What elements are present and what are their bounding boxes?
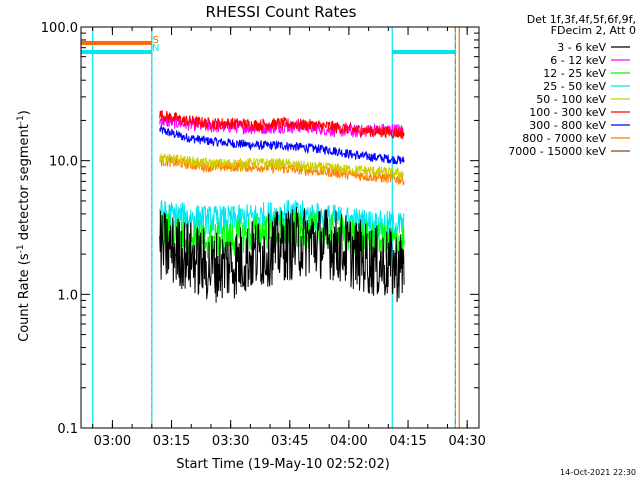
- x-axis-label: Start Time (19-May-10 02:52:02): [176, 457, 390, 472]
- state-bar: [81, 50, 152, 55]
- legend-header: FDecim 2, Att 0: [551, 24, 636, 37]
- series-line: [159, 206, 405, 303]
- state-bar: [81, 40, 152, 45]
- state-bar: [392, 50, 456, 55]
- y-axis-label-exp-1: -1: [16, 244, 26, 253]
- legend-entry-label: 6 - 12 keV: [550, 54, 606, 67]
- y-tick-label: 10.0: [49, 155, 78, 170]
- legend-entry-label: 25 - 50 keV: [543, 80, 606, 93]
- legend-entry-label: 100 - 300 keV: [529, 106, 606, 119]
- series-line: [159, 153, 405, 179]
- y-axis-label-end: ): [17, 110, 32, 115]
- x-tick-label: 04:15: [389, 434, 426, 449]
- x-tick-label: 03:30: [212, 434, 249, 449]
- legend-entry-label: 12 - 25 keV: [543, 67, 606, 80]
- plot-frame: [80, 26, 480, 429]
- x-tick-label: 03:45: [271, 434, 308, 449]
- legend: Det 1f,3f,4f,5f,6f,9f,FDecim 2, Att 0 3 -…: [508, 13, 636, 158]
- series-line: [159, 125, 405, 165]
- marker-label: N: [152, 43, 159, 54]
- x-tick-label: 03:15: [153, 434, 190, 449]
- legend-entry-label: 300 - 800 keV: [529, 119, 606, 132]
- marker-label: S: [153, 35, 159, 46]
- svg-text:Count Rate (s-1 detector segme: Count Rate (s-1 detector segment-1): [16, 110, 32, 342]
- y-tick-label: 0.1: [57, 422, 78, 437]
- y-tick-label: 100.0: [41, 21, 78, 36]
- series-line: [159, 154, 405, 186]
- x-tick-label: 04:00: [330, 434, 367, 449]
- y-axis-label: Count Rate (s-1 detector segment-1): [16, 110, 32, 342]
- legend-entry-label: 7000 - 15000 keV: [508, 145, 606, 158]
- x-tick-label: 04:30: [448, 434, 485, 449]
- x-axis: 03:00 03:15 03:30 03:45 04:00 04:15 04:30: [92, 27, 486, 449]
- series-line: [159, 110, 405, 140]
- chart-title: RHESSI Count Rates: [206, 3, 357, 21]
- y-axis-label-exp-2: -1: [16, 115, 26, 124]
- legend-entry-label: 800 - 7000 keV: [522, 132, 606, 145]
- y-axis-label-main: Count Rate (s: [17, 253, 32, 342]
- legend-entry-label: 3 - 6 keV: [557, 41, 606, 54]
- x-tick-label: 03:00: [94, 434, 131, 449]
- footer-timestamp: 14-Oct-2021 22:30: [560, 468, 636, 477]
- y-tick-label: 1.0: [57, 288, 78, 303]
- legend-entry-label: 50 - 100 keV: [536, 93, 606, 106]
- y-axis-label-mid: detector segment: [17, 124, 32, 244]
- legend-header: Det 1f,3f,4f,5f,6f,9f,: [527, 13, 636, 26]
- plot-area: SN: [81, 27, 460, 428]
- y-axis: 0.1 1.0 10.0 100.0: [41, 21, 479, 437]
